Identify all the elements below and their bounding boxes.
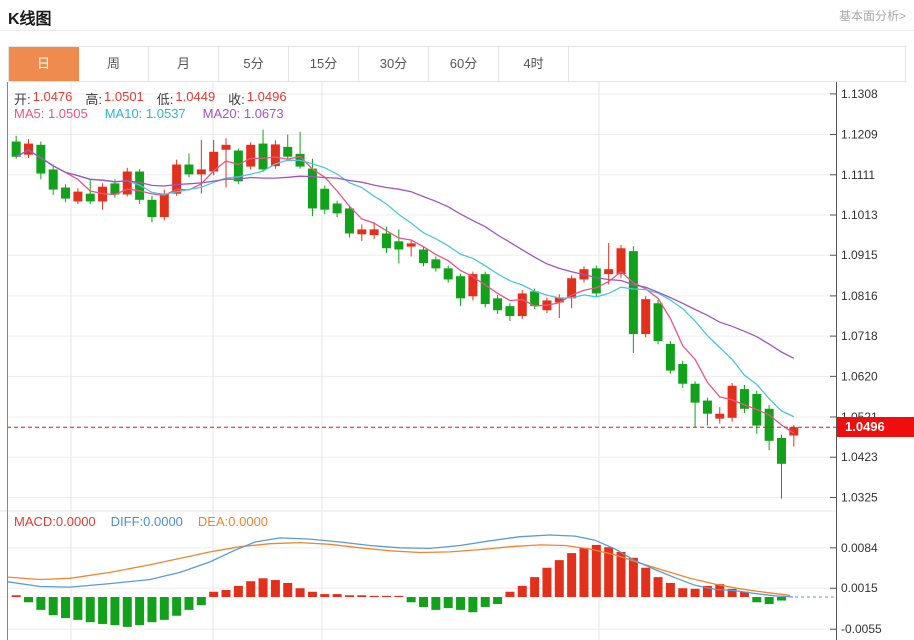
tab-月[interactable]: 月	[149, 47, 219, 81]
y-axis-tick-label: 1.0915	[841, 248, 878, 262]
y-axis-tick-label: 1.1308	[841, 87, 878, 101]
y-axis-tick-label: 1.1013	[841, 208, 878, 222]
y-axis-tick-label: 1.0816	[841, 289, 878, 303]
y-axis-tick-label: 0.0015	[841, 581, 878, 595]
y-axis-tick-label: 1.0620	[841, 369, 878, 383]
ohlc-legend: 开: 1.0476 高: 1.0501 低: 1.0449 收: 1.0496	[14, 89, 287, 108]
close-label: 收:	[228, 92, 245, 107]
low-group: 低: 1.0449	[157, 89, 215, 108]
tab-15分[interactable]: 15分	[289, 47, 359, 81]
tab-60分[interactable]: 60分	[429, 47, 499, 81]
tab-日[interactable]: 日	[9, 47, 79, 81]
macd-legend: MACD:0.0000 DIFF:0.0000 DEA:0.0000	[14, 514, 268, 529]
ma-legend: MA5: 1.0505 MA10: 1.0537 MA20: 1.0673	[14, 106, 284, 121]
open-value: 1.0476	[32, 89, 73, 104]
header: K线图 基本面分析>	[0, 0, 914, 31]
candles-layer	[11, 129, 799, 499]
ma5-value: MA5: 1.0505	[14, 106, 88, 121]
y-axis-tick-label: 1.1209	[841, 128, 878, 142]
high-group: 高: 1.0501	[85, 89, 143, 108]
y-axis-tick-label: 1.0718	[841, 329, 878, 343]
close-group: 收: 1.0496	[228, 89, 286, 108]
fundamental-analysis-link[interactable]: 基本面分析>	[838, 9, 906, 23]
open-label: 开:	[14, 92, 31, 107]
close-value: 1.0496	[246, 89, 287, 104]
tab-4时[interactable]: 4时	[499, 47, 569, 81]
low-value: 1.0449	[175, 89, 216, 104]
ma20-line	[15, 149, 795, 359]
tab-5分[interactable]: 5分	[219, 47, 289, 81]
macd-histogram	[11, 544, 786, 627]
tab-30分[interactable]: 30分	[359, 47, 429, 81]
y-axis-tick-label: -0.0055	[841, 622, 882, 636]
ma10-line	[15, 149, 795, 418]
y-axis-tick-label: 1.0325	[841, 490, 878, 504]
diff-line	[7, 534, 794, 598]
high-value: 1.0501	[104, 89, 144, 104]
diff-value: DIFF:0.0000	[110, 514, 183, 529]
ma10-value: MA10: 1.0537	[104, 106, 186, 121]
ma5-line	[15, 149, 795, 434]
open-group: 开: 1.0476	[14, 89, 72, 108]
dea-value: DEA:0.0000	[197, 514, 269, 529]
dea-line	[7, 541, 791, 596]
y-axis-tick-label: 1.0423	[841, 450, 878, 464]
y-axis-tick-label: 1.1111	[841, 168, 875, 182]
tab-周[interactable]: 周	[79, 47, 149, 81]
ma20-value: MA20: 1.0673	[202, 106, 284, 121]
last-price-badge: 1.0496	[837, 417, 914, 437]
low-label: 低:	[156, 92, 174, 107]
high-label: 高:	[85, 92, 103, 107]
macd-value: MACD:0.0000	[14, 514, 96, 529]
gridlines	[7, 82, 836, 640]
page-title: K线图	[8, 11, 52, 28]
period-tabbar: 日周月 5分 15分 30分 60分 4时	[8, 46, 906, 82]
y-axis-tick-label: 0.0084	[841, 541, 878, 555]
